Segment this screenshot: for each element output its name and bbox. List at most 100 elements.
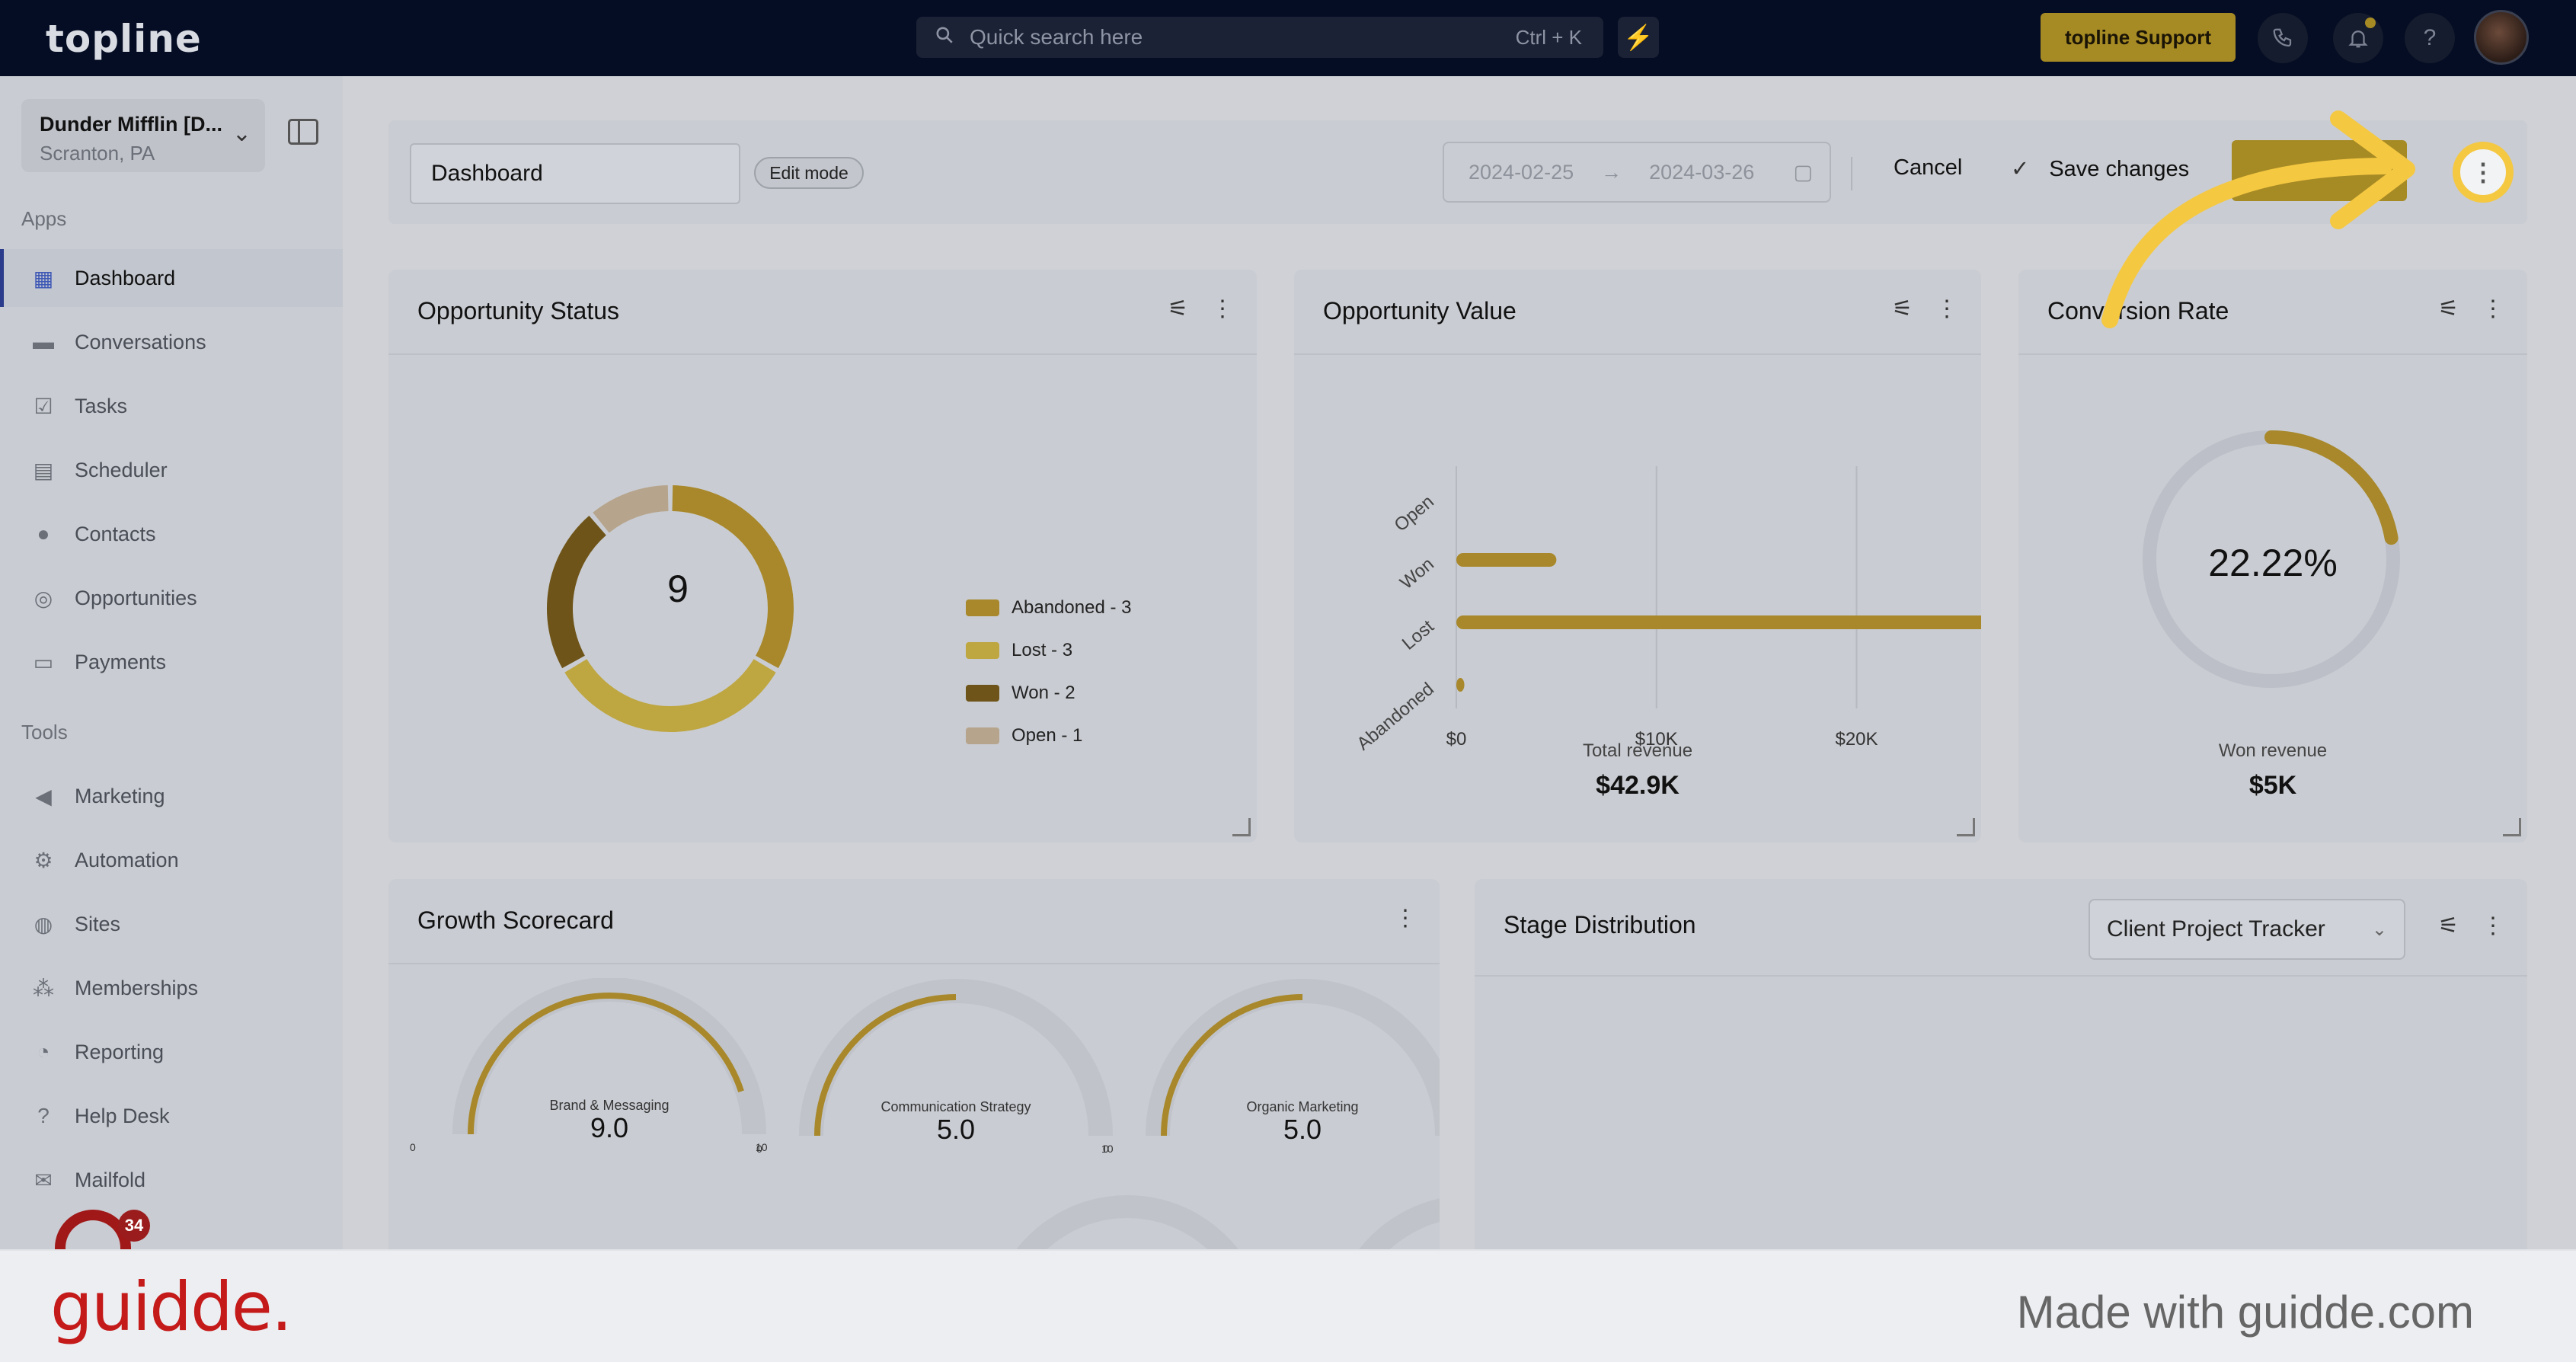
- card-tools: ⚟ ⋮: [1168, 296, 1234, 322]
- more-options-icon[interactable]: ⋮: [2482, 296, 2504, 321]
- sidebar-item-help-desk[interactable]: ? Help Desk: [0, 1087, 343, 1145]
- location-switcher[interactable]: Dunder Mifflin [D... Scranton, PA ⌄: [21, 99, 265, 172]
- sidebar-item-sites[interactable]: ◍ Sites: [0, 895, 343, 953]
- gauge-group: [452, 978, 1440, 1249]
- sidebar-item-label: Mailfold: [75, 1168, 146, 1191]
- sidebar-item-label: Automation: [75, 848, 179, 871]
- opportunity-value-card: Opportunity Value ⚟ ⋮ $0$10K$20K$30K$40K…: [1294, 270, 1981, 842]
- resize-handle[interactable]: [1232, 818, 1251, 836]
- card-title: Conversion Rate: [2047, 297, 2229, 325]
- sidebar-item-reporting[interactable]: ◔ Reporting: [0, 1023, 343, 1081]
- sidebar-item-marketing[interactable]: ◀ Marketing: [0, 767, 343, 825]
- dashboard-icon: ▦: [33, 266, 54, 290]
- avatar[interactable]: [2474, 10, 2529, 65]
- sidebar-item-label: Marketing: [75, 784, 165, 807]
- divider: [388, 963, 1440, 964]
- gauge-value: 9.0: [590, 1112, 629, 1143]
- gauge-label: Brand & Messaging: [549, 1098, 670, 1113]
- location-subtitle: Scranton, PA: [40, 142, 155, 165]
- more-options-icon[interactable]: ⋮: [2453, 142, 2514, 203]
- help-icon: ?: [37, 1104, 50, 1127]
- date-range-picker[interactable]: 2024-02-25 → 2024-03-26 ▢: [1443, 142, 1831, 203]
- gauge-min: 0: [410, 1141, 416, 1153]
- y-tick-label: Lost: [1398, 616, 1438, 654]
- lightning-icon[interactable]: ⚡: [1618, 17, 1659, 58]
- pipeline-select[interactable]: Client Project Tracker ⌄: [2089, 899, 2405, 960]
- arrow-right-icon: →: [1601, 160, 1622, 184]
- dashboard-name-input[interactable]: Dashboard: [410, 143, 740, 204]
- card-title: Opportunity Status: [417, 297, 620, 325]
- resize-handle[interactable]: [1957, 818, 1975, 836]
- x-tick-label: $20K: [1835, 729, 1878, 750]
- legend-swatch: [966, 727, 999, 744]
- card-icon: ▭: [33, 650, 54, 674]
- x-tick-label: $0: [1446, 729, 1467, 750]
- gauge-track: [1146, 979, 1440, 1137]
- sidebar-item-scheduler[interactable]: ▤ Scheduler: [0, 441, 343, 499]
- quick-search-input[interactable]: Quick search here Ctrl + K: [916, 17, 1603, 58]
- opportunity-value-chart: $0$10K$20K$30K$40KOpenWonLostAbandoned: [1353, 466, 1981, 755]
- donut-slice-won[interactable]: [547, 516, 607, 669]
- donut-slice-open[interactable]: [593, 485, 669, 533]
- more-options-icon[interactable]: ⋮: [2482, 913, 2504, 938]
- legend-item: Abandoned - 3: [966, 597, 1131, 619]
- gauge-fill: [1161, 994, 1303, 1137]
- tasks-icon: ☑: [34, 394, 53, 418]
- filter-icon[interactable]: ⚟: [1892, 296, 1913, 321]
- gauge-min: 0: [756, 1143, 762, 1155]
- top-bar: topline Quick search here Ctrl + K ⚡ top…: [0, 0, 2576, 76]
- gauge-track: [1016, 1195, 1238, 1249]
- gauge-fill: [468, 993, 744, 1135]
- sidebar-item-dashboard[interactable]: ▦ Dashboard: [0, 249, 343, 307]
- sidebar-item-label: Conversations: [75, 330, 206, 353]
- filter-icon[interactable]: ⚟: [2438, 913, 2459, 938]
- sidebar-item-tasks[interactable]: ☑ Tasks: [0, 377, 343, 435]
- calendar-icon: ▤: [33, 458, 54, 482]
- gauge-track: [452, 978, 766, 1135]
- add-widget-button[interactable]: [2232, 140, 2407, 201]
- cancel-button[interactable]: Cancel: [1894, 155, 1963, 180]
- more-options-icon[interactable]: ⋮: [1935, 296, 1958, 321]
- sidebar-item-conversations[interactable]: ▬ Conversations: [0, 313, 343, 371]
- gauge-track: [1359, 1198, 1440, 1249]
- collapse-sidebar-icon[interactable]: [288, 119, 318, 145]
- sidebar-item-mailfold[interactable]: ✉ Mailfold: [0, 1151, 343, 1209]
- gears-icon: ⚙: [34, 848, 53, 872]
- sidebar-item-contacts[interactable]: ● Contacts: [0, 505, 343, 563]
- support-button[interactable]: topline Support: [2041, 13, 2236, 62]
- legend-swatch: [966, 642, 999, 659]
- resize-handle[interactable]: [2503, 818, 2521, 836]
- legend-label: Open - 1: [1012, 725, 1083, 746]
- pie-icon: ◔: [37, 1040, 50, 1063]
- megaphone-icon: ◀: [35, 784, 52, 808]
- divider: [1851, 157, 1852, 190]
- location-name: Dunder Mifflin [D...: [40, 113, 222, 136]
- gauge-fill: [814, 994, 957, 1137]
- more-options-icon[interactable]: ⋮: [1211, 296, 1234, 321]
- donut-slice-abandoned[interactable]: [672, 485, 794, 669]
- chat-icon: ▬: [33, 330, 54, 353]
- phone-icon[interactable]: [2258, 13, 2308, 63]
- help-icon[interactable]: ?: [2405, 13, 2455, 63]
- conversion-rate-card: Conversion Rate ⚟ ⋮ 22.22% Won revenue $…: [2018, 270, 2527, 842]
- sidebar-item-payments[interactable]: ▭ Payments: [0, 633, 343, 691]
- filter-icon[interactable]: ⚟: [2438, 296, 2459, 321]
- y-tick-label: Won: [1396, 554, 1438, 593]
- sidebar-item-automation[interactable]: ⚙ Automation: [0, 831, 343, 889]
- y-tick-label: Open: [1391, 491, 1438, 536]
- gauge-value: 5.0: [936, 1114, 976, 1145]
- bar-abandoned[interactable]: [1456, 678, 1465, 692]
- sidebar-item-memberships[interactable]: ⁂ Memberships: [0, 959, 343, 1017]
- more-options-icon[interactable]: ⋮: [1394, 906, 1417, 931]
- sidebar-item-label: Dashboard: [75, 266, 176, 289]
- bar-lost[interactable]: [1456, 615, 1981, 629]
- filter-icon[interactable]: ⚟: [1168, 296, 1188, 321]
- donut-slice-lost[interactable]: [564, 658, 776, 732]
- sidebar-item-opportunities[interactable]: ◎ Opportunities: [0, 569, 343, 627]
- bar-won[interactable]: [1456, 553, 1557, 567]
- save-changes-button[interactable]: ✓ Save changes: [2011, 155, 2189, 182]
- dashboard-toolbar: Dashboard Edit mode 2024-02-25 → 2024-03…: [388, 120, 2527, 224]
- bell-icon[interactable]: [2333, 13, 2383, 63]
- card-title: Growth Scorecard: [417, 906, 614, 934]
- target-icon: ◎: [34, 586, 53, 610]
